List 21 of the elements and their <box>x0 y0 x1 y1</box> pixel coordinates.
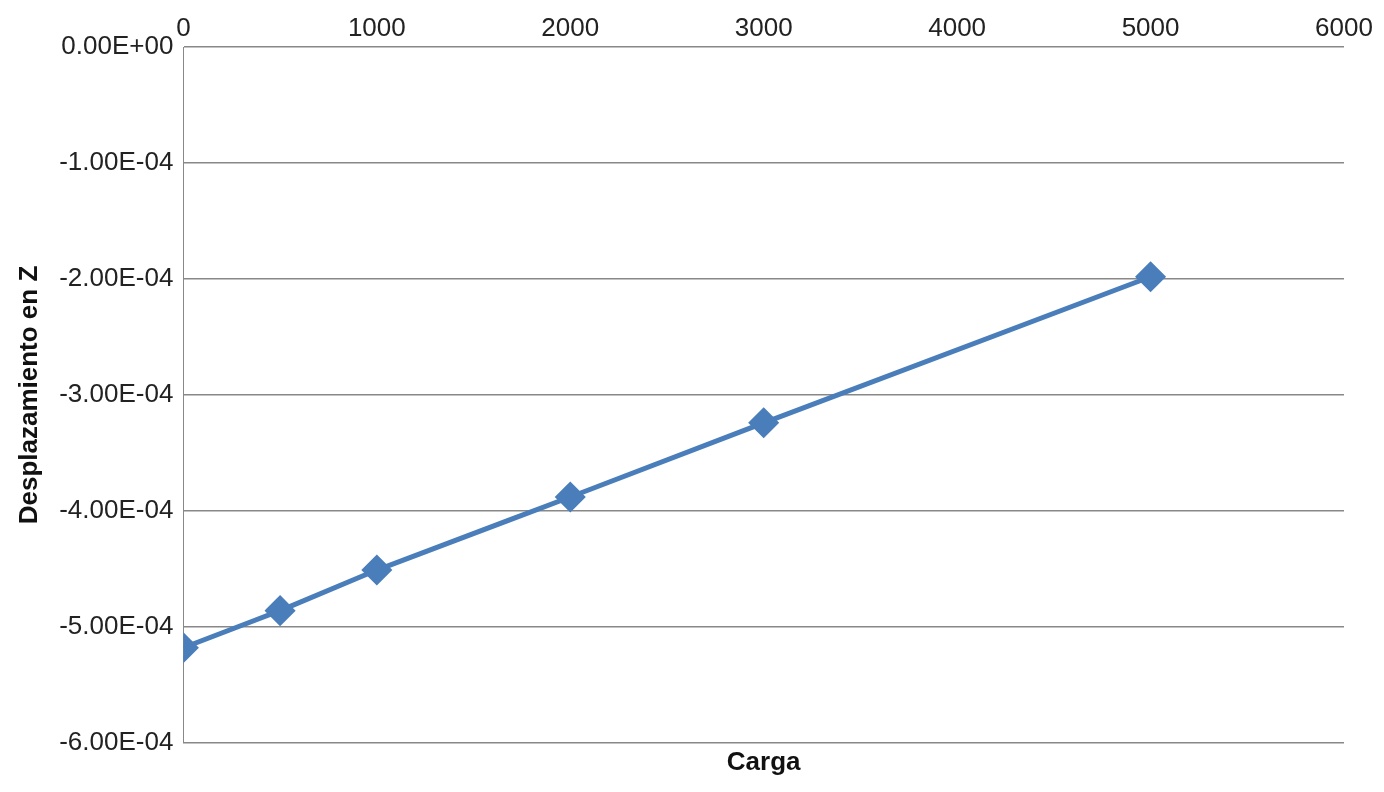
y-tick-label: 0.00E+00 <box>61 30 174 61</box>
y-tick-label: -3.00E-04 <box>59 378 174 409</box>
point <box>1136 262 1166 292</box>
y-tick-label: -2.00E-04 <box>59 262 174 293</box>
y-axis-title: Desplazamiento en Z <box>12 265 43 525</box>
y-tick-label: -1.00E-04 <box>59 146 174 177</box>
point <box>555 482 585 512</box>
x-tick-label: 4000 <box>928 11 987 42</box>
y-tick-label: -6.00E-04 <box>59 725 174 756</box>
y-tick-label: -5.00E-04 <box>59 610 174 641</box>
point <box>362 555 392 585</box>
x-axis-title: Carga <box>726 745 802 776</box>
x-tick-label: 6000 <box>1315 11 1373 42</box>
point <box>749 408 779 438</box>
x-tick-label: 0 <box>176 11 191 42</box>
point <box>265 596 295 626</box>
x-tick-label: 5000 <box>1121 11 1180 42</box>
x-tick-label: 3000 <box>734 11 793 42</box>
y-tick-label: -4.00E-04 <box>59 494 174 525</box>
x-tick-label: 2000 <box>541 11 600 42</box>
x-tick-label: 1000 <box>347 11 406 42</box>
